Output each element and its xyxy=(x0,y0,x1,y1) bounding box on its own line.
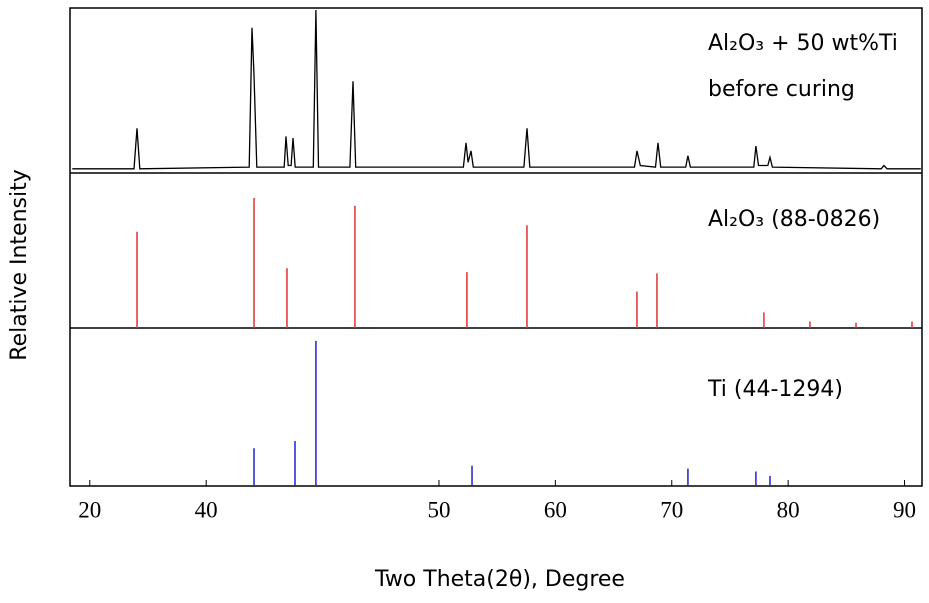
x-tick-label: 60 xyxy=(544,497,567,522)
x-tick-label: 40 xyxy=(195,497,218,522)
x-tick-label: 70 xyxy=(660,497,683,522)
x-tick-label: 50 xyxy=(427,497,450,522)
x-tick-label: 90 xyxy=(893,497,916,522)
plot-frame xyxy=(69,7,923,487)
pattern-line xyxy=(72,9,921,170)
annotation: before curing xyxy=(708,77,855,102)
annotation: Al₂O₃ + 50 wt%Ti xyxy=(708,31,898,56)
annotation: Ti (44-1294) xyxy=(707,377,843,402)
x-tick-label: 80 xyxy=(777,497,800,522)
x-tick-label: 20 xyxy=(78,497,101,522)
x-axis-label: Two Theta(2θ), Degree xyxy=(374,567,625,592)
annotation: Al₂O₃ (88-0826) xyxy=(708,207,880,232)
y-axis-label: Relative Intensity xyxy=(7,169,32,360)
